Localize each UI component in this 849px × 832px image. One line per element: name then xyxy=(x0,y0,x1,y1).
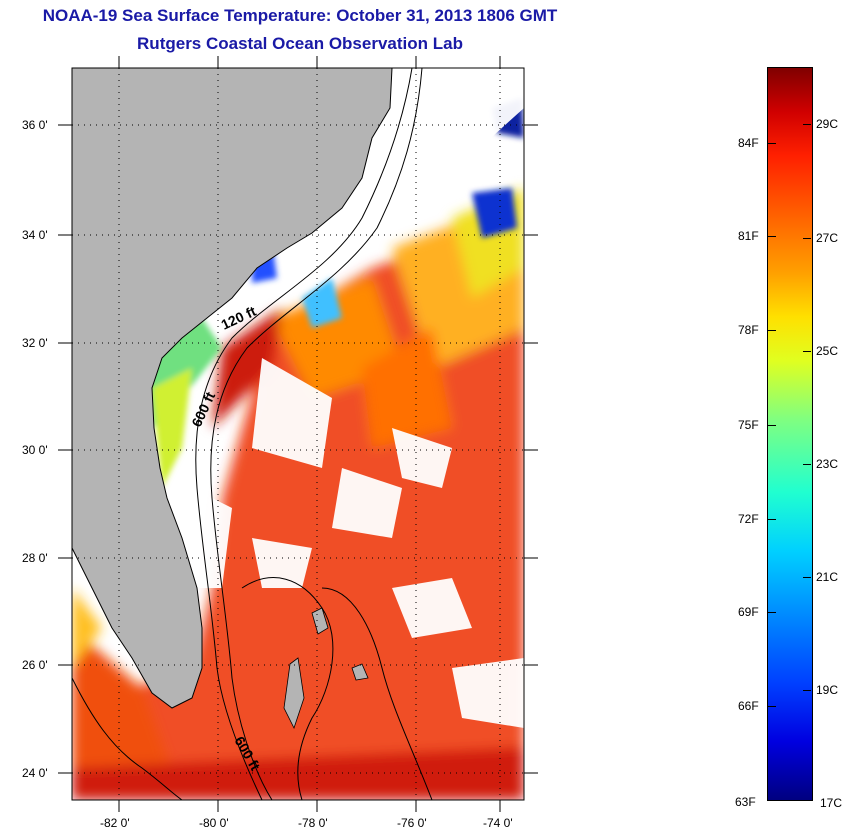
c-tick xyxy=(803,124,811,125)
lon-label-80: -80 0' xyxy=(199,816,229,830)
c-tick xyxy=(803,351,811,352)
lon-label-76: -76 0' xyxy=(397,816,427,830)
c-tick xyxy=(803,577,811,578)
f-tick xyxy=(768,236,776,237)
f-tick xyxy=(768,143,776,144)
sst-map: 120 ft 600 ft 600 ft xyxy=(72,68,524,800)
c-tick xyxy=(803,690,811,691)
colorbar-c-label: 27C xyxy=(816,231,839,245)
colorbar-c-label: 25C xyxy=(816,344,839,358)
f-tick xyxy=(768,330,776,331)
lat-label-28: 28 0' xyxy=(22,551,48,565)
f-tick xyxy=(768,519,776,520)
colorbar-f-label: 63F xyxy=(735,795,756,809)
land-us-east-coast xyxy=(72,68,393,709)
f-tick xyxy=(768,425,776,426)
lat-label-34: 34 0' xyxy=(22,228,48,242)
f-tick xyxy=(768,706,776,707)
colorbar-f-label: 78F xyxy=(738,323,759,337)
lat-label-36: 36 0' xyxy=(22,118,48,132)
colorbar-f-label: 69F xyxy=(738,605,759,619)
lat-label-24: 24 0' xyxy=(22,766,48,780)
lat-label-26: 26 0' xyxy=(22,658,48,672)
colorbar-c-label: 19C xyxy=(816,683,839,697)
lat-label-32: 32 0' xyxy=(22,336,48,350)
colorbar-c-label: 21C xyxy=(816,570,839,584)
lon-label-78: -78 0' xyxy=(298,816,328,830)
map-title: NOAA-19 Sea Surface Temperature: October… xyxy=(42,6,558,25)
colorbar-c-label: 17C xyxy=(820,796,843,810)
colorbar-f-label: 72F xyxy=(738,512,759,526)
colorbar-c-label: 29C xyxy=(816,117,839,131)
f-tick xyxy=(768,612,776,613)
colorbar-f-label: 75F xyxy=(738,418,759,432)
colorbar-f-label: 66F xyxy=(738,699,759,713)
sst-field xyxy=(72,188,524,800)
sst-map-graphic: 120 ft 600 ft 600 ft xyxy=(72,68,524,800)
c-tick xyxy=(803,464,811,465)
colorbar-f-label: 84F xyxy=(738,136,759,150)
lon-label-82: -82 0' xyxy=(100,816,130,830)
land-bahamas xyxy=(283,607,369,730)
c-tick xyxy=(803,238,811,239)
colorbar-c-label: 23C xyxy=(816,457,839,471)
lat-label-30: 30 0' xyxy=(22,443,48,457)
map-subtitle: Rutgers Coastal Ocean Observation Lab xyxy=(137,34,463,53)
depth-contours xyxy=(72,68,433,800)
temperature-colorbar xyxy=(767,67,813,801)
colorbar-f-label: 81F xyxy=(738,229,759,243)
lon-label-74: -74 0' xyxy=(483,816,513,830)
graticule xyxy=(72,68,524,800)
